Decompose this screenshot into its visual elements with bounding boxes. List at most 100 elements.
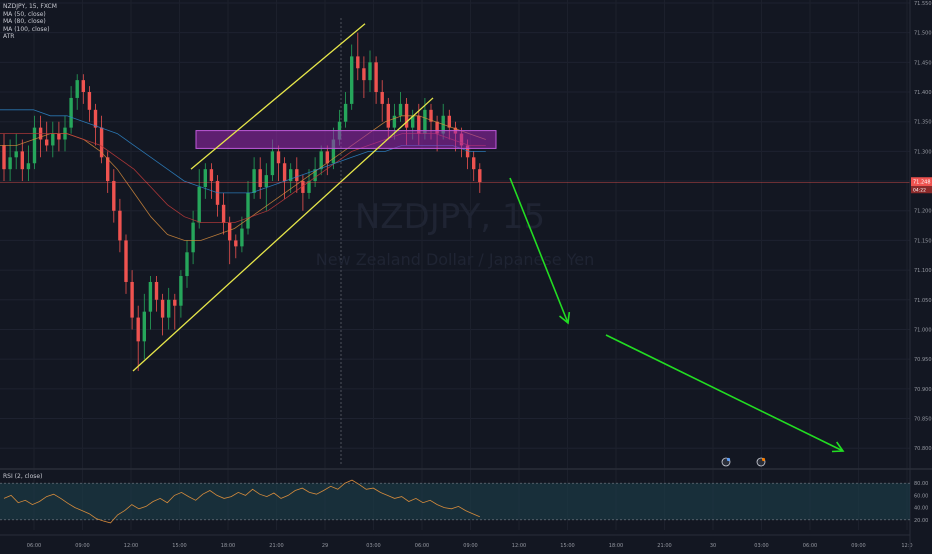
time-tick-label: 03:00: [754, 543, 768, 549]
candle-body: [167, 299, 171, 318]
time-tick-label: 15:00: [172, 543, 186, 549]
time-tick-label: 18:00: [609, 543, 623, 549]
candle-body: [197, 186, 201, 223]
candle-body: [398, 103, 403, 116]
candle-body: [2, 145, 6, 170]
ma50-label[interactable]: MA (50, close): [3, 10, 46, 18]
candle-body: [246, 192, 250, 229]
time-tick-label: 29: [322, 543, 328, 549]
candle-body: [350, 56, 354, 104]
candle-body: [14, 151, 18, 158]
current-price-tag: [911, 177, 932, 187]
ma80-label[interactable]: MA (80, close): [3, 18, 46, 25]
candle-body: [356, 56, 360, 69]
price-tick-label: 71.200: [914, 209, 932, 215]
candle-body: [301, 181, 305, 193]
countdown-label: 04:22: [913, 188, 926, 194]
candle-body: [295, 169, 299, 182]
candle-body: [179, 276, 183, 306]
time-tick-label: 09:00: [851, 543, 865, 549]
time-tick-label: 30: [710, 543, 716, 549]
time-tick-label: 12:0: [901, 543, 912, 549]
candle-body: [173, 299, 177, 306]
candle-body: [203, 169, 207, 187]
candle-body: [136, 317, 140, 342]
price-tick-label: 70.900: [914, 387, 932, 393]
price-tick-label: 70.800: [914, 446, 932, 452]
price-tick-label: 71.400: [914, 90, 932, 96]
price-tick-label: 71.050: [914, 298, 932, 304]
time-tick-label: 09:00: [463, 543, 477, 549]
candle-body: [45, 139, 49, 146]
candle-body: [20, 151, 24, 170]
candle-body: [69, 97, 73, 128]
atr-label[interactable]: ATR: [3, 33, 15, 40]
event-badge-icon: [726, 457, 731, 462]
price-tick-label: 71.150: [914, 238, 932, 244]
time-tick-label: 21:00: [269, 543, 283, 549]
candle-body: [411, 115, 415, 128]
chart-legend: NZDJPY, 15, FXCM MA (50, close) MA (80, …: [3, 3, 57, 41]
candle-body: [106, 157, 110, 182]
candle-body: [32, 127, 37, 164]
candle-body: [374, 62, 378, 93]
symbol-label[interactable]: NZDJPY, 15, FXCM: [3, 3, 57, 10]
candle-body: [93, 109, 98, 128]
candle-body: [99, 127, 104, 158]
candle-body: [423, 109, 427, 134]
price-tick-label: 71.000: [914, 327, 932, 333]
price-tick-label: 70.950: [914, 357, 932, 363]
candle-body: [429, 109, 433, 122]
candle-body: [191, 222, 195, 253]
time-tick-label: 06:00: [415, 543, 429, 549]
trendline-lower: [132, 97, 434, 372]
candle-body: [435, 121, 439, 134]
candle-body: [270, 151, 275, 176]
candle-body: [331, 139, 336, 164]
candle-body: [343, 103, 348, 122]
candle-body: [148, 281, 153, 312]
candle-body: [221, 204, 226, 223]
candle-body: [325, 151, 329, 164]
candle-body: [282, 163, 287, 182]
price-tick-label: 71.350: [914, 120, 932, 126]
ma100-label[interactable]: MA (100, close): [3, 25, 50, 33]
candle-body: [51, 133, 55, 146]
candle-body: [75, 80, 79, 98]
time-tick-label: 15:00: [560, 543, 574, 549]
candle-body: [160, 299, 165, 318]
price-tick-label: 71.100: [914, 268, 932, 274]
time-tick-label: 12:00: [512, 543, 526, 549]
price-tick-label: 71.500: [914, 31, 932, 37]
candle-body: [319, 151, 323, 170]
candle-body: [307, 181, 311, 193]
candle-body: [264, 175, 268, 187]
rsi-tick-label: 40.00: [914, 506, 928, 512]
rsi-tick-label: 80.00: [914, 481, 928, 487]
rsi-line: [3, 479, 480, 524]
price-tick-label: 71.300: [914, 149, 932, 155]
candle-body: [392, 115, 397, 128]
rsi-label[interactable]: RSI (2, close): [3, 473, 43, 480]
time-tick-label: 06:00: [27, 543, 41, 549]
candle-body: [362, 68, 366, 81]
candle-body: [26, 163, 31, 170]
watermark-name: New Zealand Dollar / Japanese Yen: [316, 250, 595, 269]
candle-body: [142, 311, 146, 342]
candle-body: [118, 210, 122, 241]
time-tick-label: 06:00: [803, 543, 817, 549]
candle-body: [380, 92, 384, 104]
event-badge-icon: [761, 457, 766, 462]
projection-arrow-1-head: [559, 311, 571, 325]
candle-body: [185, 252, 189, 277]
candle-body: [87, 92, 92, 110]
candle-body: [228, 222, 232, 241]
candle-body: [472, 157, 476, 170]
projection-arrow-1: [509, 177, 569, 324]
projection-arrow-2-head: [831, 441, 845, 453]
candle-body: [252, 169, 256, 193]
candle-body: [258, 169, 262, 187]
